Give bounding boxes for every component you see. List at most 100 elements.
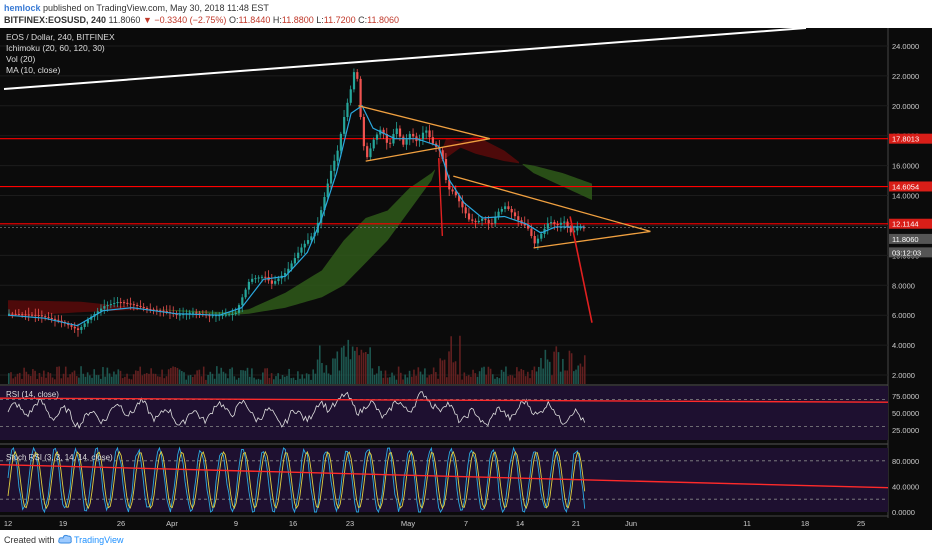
candle [80,326,83,330]
stoch-trendline [0,463,889,489]
candle [290,263,293,269]
volume-bar [305,373,308,384]
volume-bar [113,371,115,384]
volume-bar [378,366,380,384]
volume-bar [334,358,336,384]
legend-ichimoku[interactable]: Ichimoku (20, 60, 120, 30) [6,43,105,53]
tradingview-brand[interactable]: TradingView [74,535,124,545]
candle [329,170,333,184]
price-tick-label: 16.0000 [892,162,919,171]
volume-bar [91,377,93,384]
price-tick-label: 22.0000 [892,72,919,81]
volume-bar [511,375,514,384]
volume-bar [159,376,161,384]
candle [536,238,540,244]
volume-bar [152,373,155,384]
volume-bar [553,351,555,384]
candle [247,281,251,290]
candle [582,227,586,229]
price-badge [889,181,932,192]
volume-bar [21,378,23,384]
candle [251,278,254,282]
volume-bar [211,373,214,384]
legend-volume[interactable]: Vol (20) [6,54,36,64]
chart-canvas[interactable]: 24.000022.000020.000018.000016.000014.00… [0,28,932,530]
volume-bar [154,373,157,384]
volume-bar [259,379,262,384]
candle [510,208,513,213]
candle [86,319,90,324]
volume-bar [312,369,315,384]
volume-bar [303,378,306,384]
volume-bar [268,377,271,384]
volume-bar [413,369,415,384]
candle [126,302,129,304]
volume-bar [244,370,247,384]
volume-bar [126,373,128,384]
candle [421,132,425,140]
volume-bar [347,339,350,384]
volume-bar [443,359,446,384]
volume-bar [573,371,575,384]
volume-bar [170,367,172,384]
volume-bar [301,374,304,384]
candle [8,313,11,315]
rsi-label[interactable]: RSI (14, close) [6,390,59,399]
close-value: 11.8060 [367,15,400,25]
candle [306,240,310,244]
chart-area[interactable]: 24.000022.000020.000018.000016.000014.00… [0,28,932,530]
close-label: C: [358,15,368,25]
candle [34,314,37,316]
volume-bar [209,371,212,384]
candle [44,316,47,318]
candle [556,224,559,226]
volume-bar [93,369,96,384]
volume-bar [272,379,275,384]
volume-bar [496,377,498,384]
volume-bar [446,377,448,384]
stoch-rsi-label[interactable]: Stoch RSI (3, 3, 14, 14, close) [6,453,113,462]
author-name[interactable]: hemlock [4,3,41,13]
candle [221,315,224,317]
volume-bar [237,377,240,384]
volume-bar [60,378,63,384]
volume-bar [474,373,477,384]
volume-bar [456,374,459,384]
ichimoku-cloud-bearish [438,135,519,166]
volume-bar [360,349,363,384]
volume-bar [150,368,152,384]
candle [408,133,411,140]
candle [208,315,211,317]
volume-bar [546,359,549,384]
volume-bar [34,370,36,384]
candle [159,310,162,312]
volume-bar [408,370,411,384]
volume-bar [557,352,560,384]
candle [47,317,50,319]
volume-bar [386,377,389,384]
volume-bar [163,378,166,384]
volume-bar [275,376,277,384]
volume-bar [222,371,225,384]
volume-bar [248,376,251,384]
time-tick-label: 16 [289,519,297,528]
volume-bar [516,367,518,384]
legend-ma[interactable]: MA (10, close) [6,65,61,75]
volume-bar [25,371,28,384]
price-badge [889,218,932,229]
stoch-tick-label: 80.0000 [892,457,919,466]
volume-bar [314,373,317,384]
time-tick-label: 25 [857,519,865,528]
candle [17,314,21,316]
volume-bar [62,373,65,384]
volume-bar [56,366,58,384]
open-label: O: [228,15,239,25]
candle [195,312,198,314]
candle [398,128,402,137]
candle [490,223,494,225]
volume-bar [97,375,100,384]
volume-bar [428,375,431,384]
candle [11,313,14,315]
volume-bar [478,371,481,384]
volume-bar [115,374,117,384]
